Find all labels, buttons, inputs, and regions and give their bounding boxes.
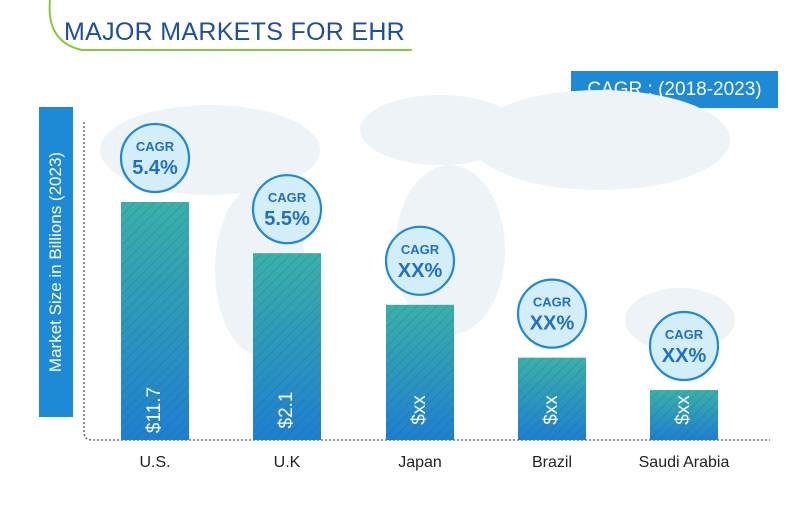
value-label-2: $xx bbox=[409, 395, 430, 425]
title-area: MAJOR MARKETS FOR EHR bbox=[0, 0, 420, 64]
cagr-bubble-value-2: XX% bbox=[398, 260, 443, 282]
category-label-3: Brazil bbox=[532, 454, 572, 471]
cagr-bubble-value-3: XX% bbox=[530, 313, 575, 335]
cagr-bubble-2 bbox=[384, 225, 456, 296]
value-label-1: $2.1 bbox=[276, 392, 297, 429]
cagr-bubble-1 bbox=[251, 174, 323, 245]
value-label-3: $xx bbox=[541, 395, 562, 425]
category-label-4: Saudi Arabia bbox=[639, 454, 730, 471]
y-axis-label-box bbox=[39, 107, 73, 417]
category-label-0: U.S. bbox=[139, 454, 170, 471]
cagr-bubble-0 bbox=[119, 122, 191, 194]
cagr-bubble-value-0: 5.4% bbox=[132, 157, 178, 179]
value-label-4: $xx bbox=[673, 395, 694, 425]
title-arc-decoration bbox=[48, 0, 412, 51]
cagr-bubble-label-3: CAGR bbox=[533, 295, 572, 310]
bar-hatch-2 bbox=[386, 304, 454, 440]
cagr-bubble-4 bbox=[648, 310, 720, 382]
bar-hatch-1 bbox=[253, 253, 321, 440]
cagr-bubble-value-1: 5.5% bbox=[264, 208, 310, 230]
chart-axes bbox=[83, 122, 770, 441]
bar-hatch-4 bbox=[650, 390, 718, 440]
category-label-2: Japan bbox=[398, 454, 442, 471]
cagr-bubble-label-2: CAGR bbox=[401, 242, 440, 257]
category-label-1: U.K bbox=[274, 454, 301, 471]
chart-title: MAJOR MARKETS FOR EHR bbox=[64, 18, 406, 46]
bar-hatch-3 bbox=[518, 357, 586, 440]
cagr-bubble-label-1: CAGR bbox=[268, 190, 307, 205]
cagr-bubble-3 bbox=[516, 278, 588, 349]
cagr-bubble-value-4: XX% bbox=[662, 345, 707, 367]
value-label-0: $11.7 bbox=[144, 387, 165, 433]
bar-hatch-0 bbox=[121, 202, 189, 440]
cagr-bubble-label-4: CAGR bbox=[665, 327, 704, 342]
cagr-bubble-label-0: CAGR bbox=[136, 139, 175, 154]
